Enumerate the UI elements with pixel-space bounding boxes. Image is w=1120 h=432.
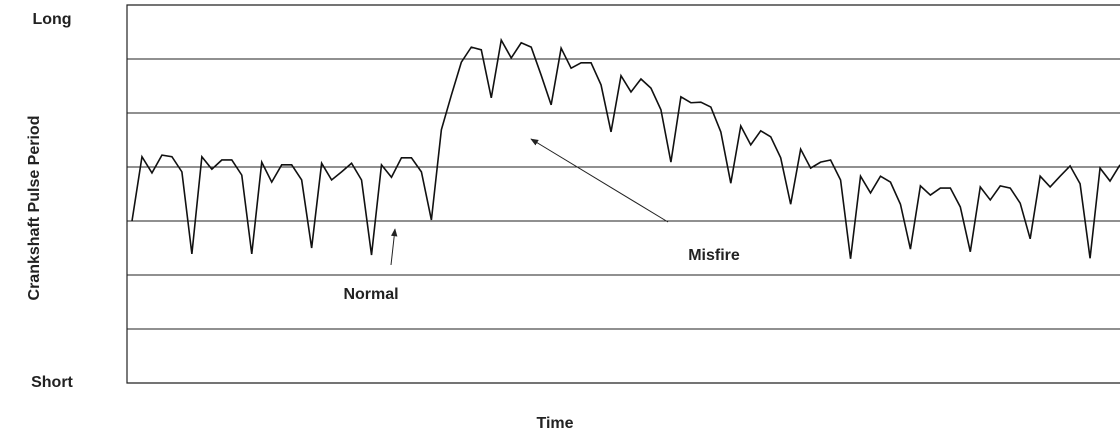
annotation: Normal bbox=[343, 286, 398, 303]
x-axis-label: Time bbox=[536, 415, 573, 432]
y-axis-label: Crankshaft Pulse Period bbox=[26, 116, 43, 301]
annotation-arrow bbox=[530, 138, 669, 223]
annotation-arrow bbox=[390, 228, 398, 266]
plot-frame bbox=[126, 4, 1120, 384]
y-tick-label: Short bbox=[31, 374, 73, 391]
y-tick-label: Long bbox=[32, 11, 71, 28]
data-line bbox=[131, 37, 1120, 259]
annotation: Misfire bbox=[688, 247, 740, 264]
